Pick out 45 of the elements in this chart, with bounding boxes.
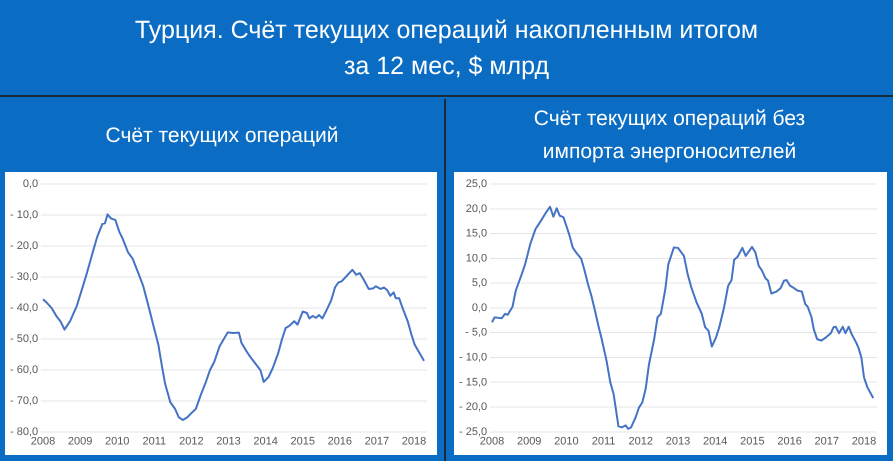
y-tick-label: 25,0 [466, 178, 488, 190]
x-tick-label: 2014 [702, 435, 728, 448]
y-tick-label: 20,0 [466, 202, 488, 215]
y-tick-label: - 15,0 [458, 376, 488, 388]
y-tick-label: - 10,0 [458, 351, 488, 364]
x-tick-label: 2013 [666, 435, 690, 448]
y-tick-label: - 70,0 [10, 394, 38, 407]
y-tick-label: - 25,0 [458, 426, 488, 438]
y-tick-label: - 60,0 [10, 364, 38, 376]
x-tick-label: 2012 [628, 435, 654, 448]
x-tick-label: 2015 [290, 435, 315, 448]
x-tick-label: 2012 [179, 435, 204, 448]
y-tick-label: - 10,0 [10, 209, 38, 222]
y-tick-label: 5,0 [472, 277, 488, 290]
x-tick-label: 2009 [68, 435, 92, 448]
x-tick-label: 2008 [480, 435, 504, 448]
x-tick-label: 2017 [814, 435, 840, 448]
y-tick-label: 15,0 [466, 228, 488, 240]
chart-subtitle: Счёт текущих операций [104, 122, 340, 148]
y-tick-label: - 30,0 [10, 270, 38, 283]
y-tick-label: - 20,0 [10, 240, 38, 252]
y-tick-label: 0,0 [472, 302, 488, 314]
y-tick-label: - 40,0 [10, 302, 38, 314]
x-tick-label: 2011 [142, 435, 166, 448]
x-tick-label: 2011 [592, 435, 616, 448]
chart-subtitle: Счёт текущих операций без импорта энергоносителей [532, 106, 806, 165]
x-tick-label: 2016 [777, 435, 802, 448]
x-tick-label: 2016 [328, 435, 352, 448]
x-tick-label: 2015 [740, 435, 765, 448]
x-tick-label: 2010 [554, 435, 579, 448]
y-tick-label: 0,0 [22, 178, 38, 190]
chart-title: Турция. Счёт текущих операций накопленным итогом за 12 мес, $ млрд [0, 0, 893, 97]
y-tick-label: 10,0 [466, 252, 488, 264]
y-tick-label: - 5,0 [465, 326, 488, 339]
y-tick-label: - 80,0 [10, 426, 38, 438]
y-tick-label: - 20,0 [458, 401, 488, 414]
y-tick-label: - 50,0 [10, 332, 38, 345]
x-tick-label: 2010 [104, 435, 130, 448]
x-tick-label: 2017 [364, 435, 390, 448]
x-tick-label: 2018 [402, 435, 426, 448]
x-tick-label: 2013 [216, 435, 241, 448]
x-tick-label: 2018 [852, 435, 876, 448]
x-tick-label: 2009 [516, 435, 542, 448]
x-tick-label: 2014 [253, 435, 278, 448]
x-tick-label: 2008 [30, 435, 56, 448]
